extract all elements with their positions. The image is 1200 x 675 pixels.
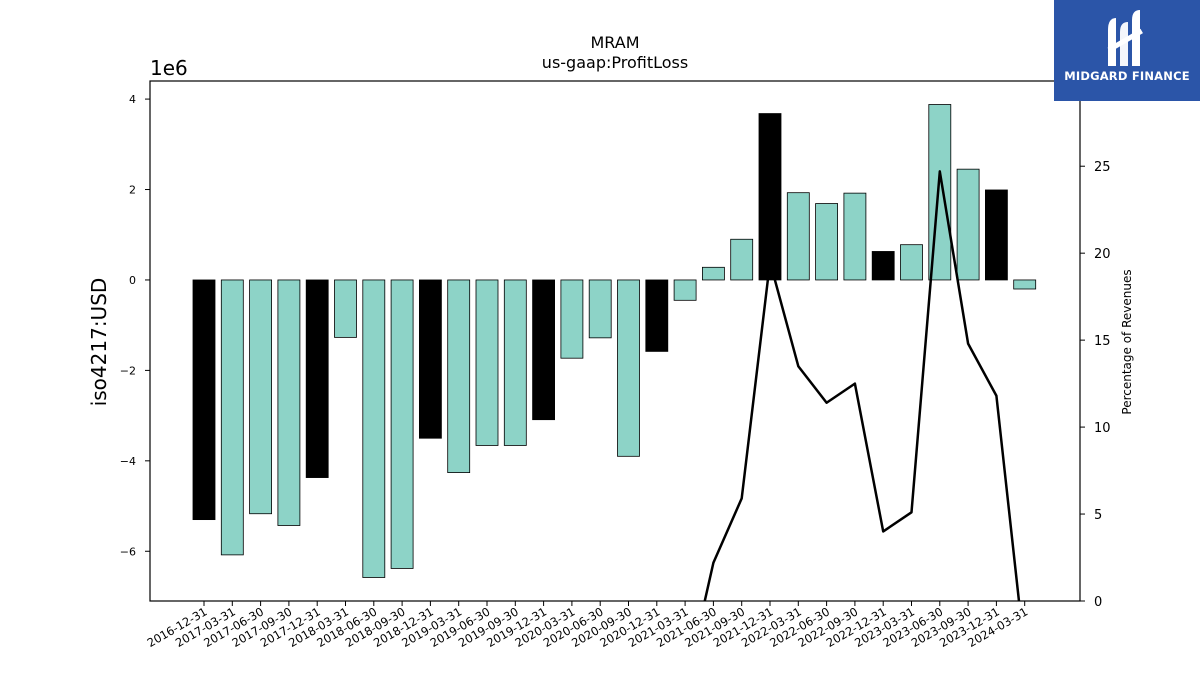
bar-2017-12-31 <box>305 279 329 478</box>
bars-group <box>192 104 1037 578</box>
midgard-logo-icon <box>1107 10 1143 66</box>
bar-2019-03-31 <box>447 279 471 473</box>
bar-2020-09-30 <box>617 279 640 457</box>
bar-2021-03-31 <box>673 279 697 301</box>
bar-2022-12-31 <box>871 251 895 281</box>
bar-2022-09-30 <box>843 192 867 281</box>
chart-title: MRAM <box>590 33 639 52</box>
y2-tick-label: 5 <box>1094 508 1102 523</box>
y2-tick-label: 10 <box>1094 421 1111 436</box>
bar-2020-03-31 <box>560 279 584 359</box>
bar-2018-12-31 <box>418 279 442 439</box>
bar-2019-12-31 <box>532 279 555 421</box>
bar-2024-03-31 <box>1013 279 1037 290</box>
y2-axis-label: Percentage of Revenues <box>1120 269 1134 414</box>
bar-2023-12-31 <box>985 189 1008 281</box>
percentage-of-revenues-line <box>703 170 1021 601</box>
bar-2023-03-31 <box>900 244 923 281</box>
plot-frame <box>149 80 1081 602</box>
bar-2021-06-30 <box>702 266 725 281</box>
y2-tick-label: 20 <box>1094 247 1111 262</box>
bar-2017-06-30 <box>249 279 273 515</box>
bar-2018-06-30 <box>362 279 386 578</box>
y-offset-label: 1e6 <box>150 56 188 80</box>
bar-2017-03-31 <box>220 279 244 556</box>
bar-2020-12-31 <box>645 279 669 352</box>
bar-2020-06-30 <box>588 279 612 339</box>
bar-2017-09-30 <box>277 279 301 526</box>
y-tick-label: 0 <box>129 274 136 287</box>
y2-tick-label: 25 <box>1094 160 1111 175</box>
bar-2023-09-30 <box>956 168 980 281</box>
bar-2022-06-30 <box>815 203 838 281</box>
y2-tick-label: 15 <box>1094 334 1111 349</box>
y-tick-label: −6 <box>120 545 136 558</box>
bar-2019-06-30 <box>475 279 499 446</box>
midgard-finance-logo: MIDGARD FINANCE <box>1054 0 1200 101</box>
bar-2016-12-31 <box>192 279 216 521</box>
y-tick-label: 4 <box>129 93 136 106</box>
y2-tick-label: 0 <box>1094 595 1102 610</box>
y-tick-label: 2 <box>129 184 136 197</box>
bar-2018-03-31 <box>334 279 357 338</box>
bar-2019-09-30 <box>503 279 527 446</box>
bar-2022-03-31 <box>786 192 810 281</box>
y-tick-label: −2 <box>120 364 136 377</box>
bar-2021-12-31 <box>758 113 782 281</box>
logo-text: MIDGARD FINANCE <box>1064 69 1190 83</box>
bar-2021-09-30 <box>730 238 754 281</box>
chart-subtitle: us-gaap:ProfitLoss <box>542 53 688 72</box>
bar-2018-09-30 <box>390 279 414 569</box>
percentage-line-group <box>703 170 1021 601</box>
y-tick-label: −4 <box>120 455 136 468</box>
y-axis-label: iso4217:USD <box>87 278 111 407</box>
